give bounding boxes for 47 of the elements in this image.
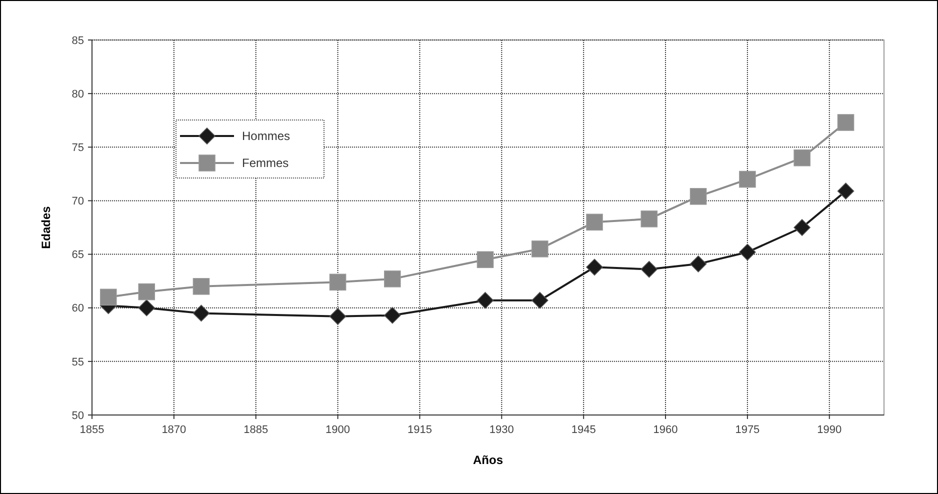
- point: [586, 214, 603, 231]
- x-tick-label: 1855: [80, 424, 104, 436]
- y-tick-label: 65: [72, 249, 84, 262]
- x-tick-label: 1990: [817, 424, 842, 436]
- point: [329, 308, 346, 325]
- y-tick-label: 75: [72, 142, 84, 154]
- point: [739, 244, 756, 261]
- point: [739, 170, 756, 188]
- y-tick-label: 60: [72, 302, 84, 315]
- x-tick-label: 1900: [326, 424, 350, 436]
- legend-label: Femmes: [242, 156, 289, 170]
- point: [192, 304, 210, 322]
- x-tick-label: 1960: [653, 424, 678, 436]
- point: [476, 251, 494, 268]
- y-tick-label: 85: [72, 34, 84, 47]
- point: [794, 219, 810, 236]
- x-axis-title: Años: [473, 453, 504, 467]
- legend-label: Hommes: [242, 129, 290, 144]
- point: [690, 188, 707, 205]
- y-tick-label: 80: [72, 88, 84, 100]
- point: [794, 149, 810, 166]
- y-tick-label: 50: [72, 410, 84, 422]
- point: [586, 258, 603, 276]
- point: [690, 256, 707, 272]
- x-tick-label: 1915: [407, 424, 432, 436]
- x-tick-label: 1945: [571, 424, 596, 436]
- point: [138, 283, 156, 300]
- point: [531, 240, 548, 258]
- point: [837, 182, 854, 200]
- x-tick-label: 1930: [489, 424, 514, 436]
- point: [138, 299, 156, 316]
- point: [476, 292, 494, 309]
- y-tick-label: 55: [72, 356, 84, 368]
- x-tick-label: 1885: [244, 424, 268, 436]
- x-tick-label: 1870: [162, 424, 186, 436]
- point: [640, 260, 658, 278]
- point: [384, 306, 401, 324]
- point: [837, 114, 854, 131]
- y-axis-title: Edades: [39, 206, 53, 249]
- point: [329, 274, 346, 291]
- point: [100, 288, 117, 306]
- point: [384, 270, 401, 288]
- point: [640, 210, 658, 228]
- point: [531, 292, 548, 309]
- x-tick-label: 1975: [735, 424, 760, 436]
- point: [192, 278, 210, 295]
- y-tick-label: 70: [72, 196, 84, 208]
